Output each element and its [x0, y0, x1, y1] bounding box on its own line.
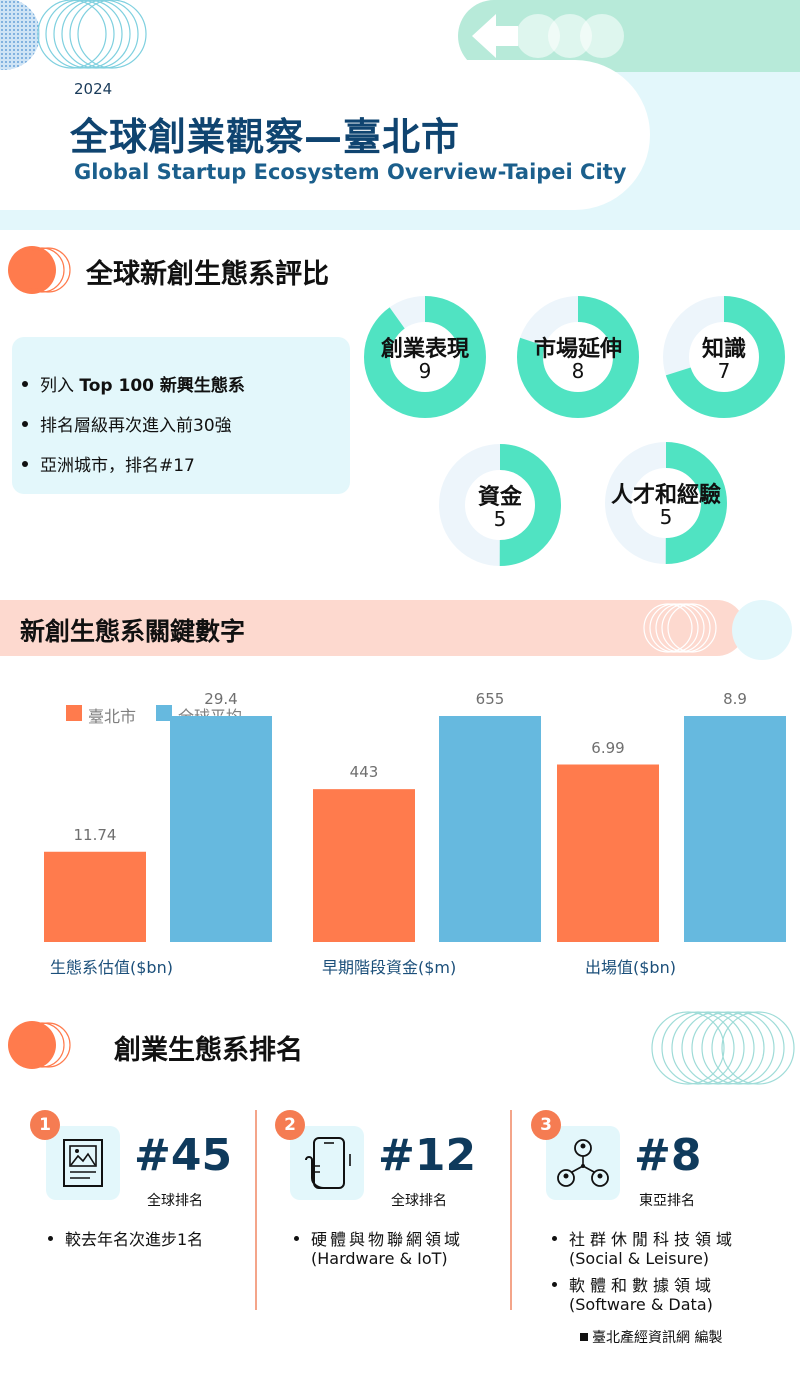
- ranking-circles-decoration: [651, 1011, 795, 1085]
- donut-value: 7: [717, 359, 731, 383]
- category-label: 早期階段資金($m): [322, 958, 457, 977]
- score-donuts: [364, 296, 785, 566]
- page-subtitle: Global Startup Ecosystem Overview-Taipei…: [74, 160, 627, 184]
- section-bullet-icon: [8, 246, 71, 294]
- keynums-circles-decoration: [643, 600, 792, 660]
- donut-label: 市場延伸: [533, 337, 622, 362]
- donut-value: 5: [493, 507, 507, 531]
- bar-global: [439, 716, 541, 942]
- ranking-divider-2: [510, 1110, 512, 1310]
- bar-value-label: 8.9: [723, 690, 747, 708]
- bar-value-label: 29.4: [204, 690, 238, 708]
- bar-value-label: 443: [349, 763, 379, 782]
- keynums-band: [0, 600, 745, 656]
- ranking-3-bullet-2: 軟體和數據領域: [552, 1272, 716, 1296]
- ranking-2-badge: 2: [275, 1110, 305, 1140]
- donut-value: 9: [418, 359, 432, 383]
- rating-bullet-2: 排名層級再次進入前30強: [22, 411, 232, 436]
- bar-value-label: 6.99: [591, 738, 625, 757]
- ranking-3-scope: 東亞排名: [639, 1193, 695, 1209]
- legend-label-taipei: 臺北市: [88, 707, 137, 726]
- ranking-bullet-icon: [8, 1021, 71, 1069]
- rating-bullet-1: 列入 Top 100 新興生態系: [22, 371, 245, 396]
- ranking-2-scope: 全球排名: [391, 1193, 447, 1209]
- category-label: 出場值($bn): [585, 958, 676, 977]
- ranking-3-bullet-1-en: (Social & Leisure): [569, 1249, 710, 1268]
- bar-global: [684, 716, 786, 942]
- bar-taipei: [313, 789, 415, 942]
- ranking-section-title: 創業生態系排名: [114, 1035, 303, 1066]
- footer-credit: 臺北產經資訊網 編製: [580, 1327, 722, 1347]
- ranking-3-badge: 3: [531, 1110, 561, 1140]
- page-title: 全球創業觀察—臺北市: [70, 115, 461, 159]
- donut-value: 8: [571, 359, 585, 383]
- ranking-divider-1: [255, 1110, 257, 1310]
- donut-fill: [605, 442, 727, 564]
- ranking-3-bullet-2-en: (Software & Data): [569, 1295, 713, 1314]
- bar-value-label: 655: [475, 690, 505, 708]
- ranking-1-icon-box: [46, 1126, 120, 1200]
- smartphone-hand-icon: [305, 1137, 351, 1189]
- donut-fill: [364, 296, 486, 418]
- donut-label: 創業表現: [380, 337, 469, 362]
- ranking-1-value: #45: [134, 1130, 233, 1181]
- key-numbers-bar-chart: [44, 716, 786, 942]
- ranking-1-scope: 全球排名: [147, 1193, 203, 1209]
- header-circles-decoration: [0, 0, 147, 70]
- legend-swatch-global: [156, 705, 172, 721]
- bar-global: [170, 716, 272, 942]
- ranking-3-bullet-1: 社群休閒科技領域: [552, 1226, 737, 1250]
- donut-fill: [439, 444, 561, 566]
- ranking-1-badge: 1: [30, 1110, 60, 1140]
- ranking-2-value: #12: [378, 1130, 477, 1181]
- ranking-3-value: #8: [634, 1130, 702, 1181]
- ranking-2-bullet-1: 硬體與物聯網領域: [294, 1226, 463, 1250]
- donut-fill: [517, 296, 639, 418]
- bar-taipei: [557, 764, 659, 942]
- network-users-icon: [557, 1139, 609, 1187]
- picture-frame-icon: [63, 1139, 103, 1187]
- ranking-2-bullet-1-en: (Hardware & IoT): [311, 1249, 448, 1268]
- legend-swatch-taipei: [66, 705, 82, 721]
- donut-value: 5: [659, 505, 673, 529]
- ranking-3-icon-box: [546, 1126, 620, 1200]
- category-label: 生態系估值($bn): [50, 958, 173, 977]
- rating-highlights-card: [12, 337, 350, 494]
- rating-bullet-3: 亞洲城市，排名#17: [22, 451, 195, 476]
- rating-section-title: 全球新創生態系評比: [86, 259, 329, 290]
- donut-label: 人才和經驗: [610, 483, 721, 508]
- report-year: 2024: [74, 80, 113, 98]
- header-title-pill: [0, 60, 650, 210]
- donut-label: 知識: [701, 337, 746, 362]
- keynums-section-title: 新創生態系關鍵數字: [20, 617, 246, 646]
- ranking-2-icon-box: [290, 1126, 364, 1200]
- bar-taipei: [44, 851, 146, 942]
- donut-fill: [663, 296, 785, 418]
- donut-label: 資金: [477, 485, 522, 510]
- bar-value-label: 11.74: [73, 825, 117, 844]
- header-arrow-decoration: [472, 14, 624, 58]
- ranking-1-bullet-1: 較去年名次進步1名: [48, 1226, 203, 1250]
